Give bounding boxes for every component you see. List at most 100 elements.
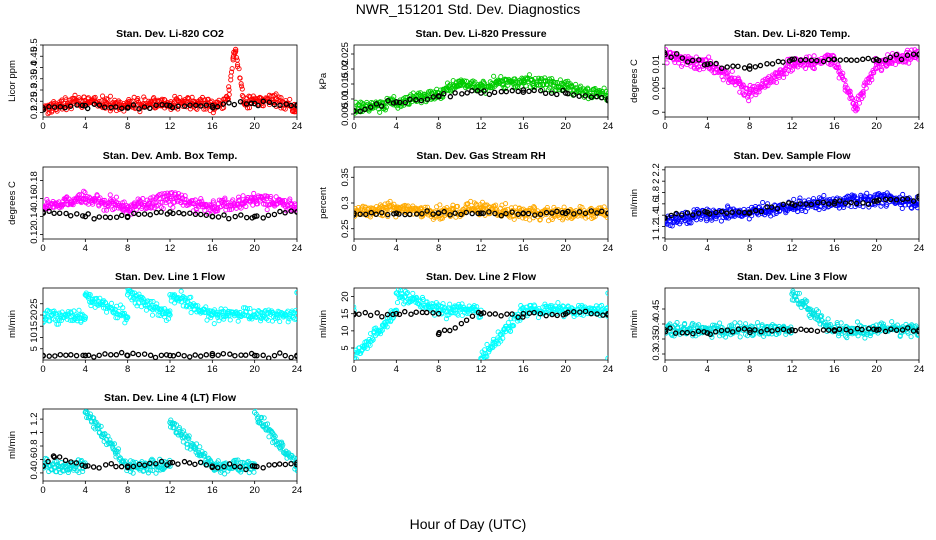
data-point	[265, 212, 272, 219]
data-point	[283, 101, 289, 107]
data-point	[209, 213, 216, 220]
data-point	[147, 211, 154, 218]
data-point	[916, 51, 919, 58]
data-point	[892, 61, 899, 68]
data-point	[175, 103, 181, 110]
data-point	[178, 288, 184, 294]
data-point	[767, 80, 774, 86]
data-point	[746, 209, 753, 216]
y-tick-label: 20	[340, 291, 351, 302]
data-point	[396, 211, 402, 217]
data-point	[478, 310, 484, 317]
chart-title: Stan. Dev. Line 4 (LT) Flow	[103, 392, 237, 404]
data-point	[367, 312, 374, 319]
x-tick-label: 16	[207, 121, 218, 132]
data-point	[147, 105, 153, 112]
data-point	[732, 320, 738, 326]
data-point	[588, 310, 594, 317]
y-tick-label: 0.02	[340, 60, 351, 79]
data-point	[198, 103, 204, 109]
data-point	[273, 91, 279, 97]
y-axis-label: ml/min	[629, 189, 640, 217]
x-tick-label: 12	[476, 364, 487, 375]
data-point	[88, 419, 95, 425]
data-point	[708, 58, 714, 64]
data-point	[251, 100, 258, 107]
data-point	[871, 70, 877, 76]
x-tick-label: 20	[249, 364, 260, 375]
data-point	[144, 467, 150, 473]
data-point	[814, 202, 820, 208]
y-tick-label: 0.4	[651, 317, 662, 330]
data-point	[910, 328, 917, 334]
data-point	[124, 352, 131, 359]
data-point	[153, 102, 159, 108]
data-point	[916, 201, 919, 207]
y-tick-label: 0.35	[651, 330, 662, 349]
data-point	[58, 315, 64, 321]
data-point	[435, 307, 442, 313]
data-point	[435, 210, 442, 217]
data-point	[410, 90, 416, 96]
data-point	[357, 211, 363, 218]
data-point	[251, 213, 258, 220]
data-point	[159, 306, 165, 312]
data-point	[263, 315, 269, 321]
data-point	[447, 212, 453, 218]
data-point	[87, 292, 93, 298]
data-point	[435, 310, 442, 317]
data-point	[684, 329, 691, 336]
data-layer	[43, 46, 297, 117]
data-point	[604, 305, 608, 311]
data-point	[781, 71, 787, 77]
data-point	[413, 309, 419, 315]
data-point	[723, 210, 730, 216]
data-point	[99, 93, 106, 99]
y-tick-label: 0.25	[29, 92, 40, 111]
data-point	[377, 109, 383, 115]
data-point	[294, 352, 297, 359]
data-point	[729, 68, 735, 74]
data-point	[243, 214, 250, 221]
data-point	[107, 192, 113, 198]
chart-title: Stan. Dev. Line 2 Flow	[425, 271, 537, 283]
data-point	[478, 90, 484, 96]
data-point	[899, 205, 905, 212]
data-point	[831, 201, 838, 207]
data-point	[95, 422, 102, 428]
chart-svg: degrees C0 4 8 12 16 20 240.120.140.160.18	[7, 166, 302, 254]
data-point	[808, 57, 815, 64]
data-point	[562, 310, 569, 317]
x-tick-label: 12	[476, 121, 487, 132]
x-tick-label: 4	[83, 121, 88, 132]
data-point	[153, 209, 160, 216]
data-point	[555, 300, 561, 306]
y-tick-label: 0.6	[29, 453, 40, 466]
x-tick-label: 12	[165, 243, 176, 254]
data-point	[239, 86, 245, 92]
data-point	[696, 57, 702, 63]
data-point	[214, 103, 221, 110]
data-point	[665, 327, 668, 333]
data-point	[760, 200, 766, 206]
data-point	[215, 214, 222, 220]
data-point	[492, 210, 498, 217]
data-point	[774, 326, 781, 333]
data-point	[452, 90, 458, 96]
data-point	[811, 53, 817, 59]
data-point	[232, 213, 238, 220]
data-point	[227, 317, 233, 323]
data-point	[480, 210, 487, 217]
data-point	[175, 106, 181, 112]
data-point	[814, 328, 821, 334]
data-point	[684, 210, 691, 216]
data-point	[825, 56, 832, 63]
data-point	[478, 355, 484, 360]
data-point	[665, 328, 669, 335]
x-tick-label: 16	[207, 364, 218, 375]
x-tick-label: 8	[747, 364, 752, 375]
data-point	[873, 327, 880, 333]
data-point	[46, 208, 52, 215]
data-point	[730, 63, 736, 69]
data-point	[167, 102, 173, 109]
